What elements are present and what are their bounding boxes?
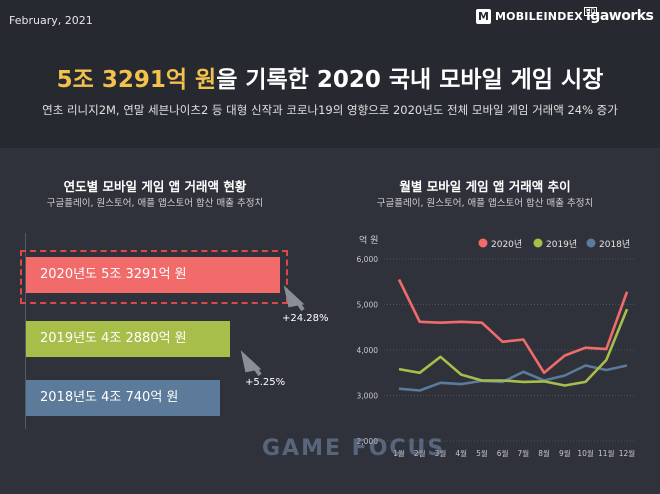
legend-marker xyxy=(586,238,596,248)
mobileindex-logo: M MOBILEINDEX HD xyxy=(476,7,598,24)
arrow-up-icon xyxy=(240,350,262,377)
y-tick-label: 2,000 xyxy=(357,437,379,446)
y-axis-unit-label: 억 원 xyxy=(359,234,378,246)
legend-label: 2018년 xyxy=(599,239,630,250)
legend-label: 2020년 xyxy=(491,239,522,250)
x-tick-label: 5월 xyxy=(476,448,488,458)
hd-badge: HD xyxy=(583,7,598,16)
x-tick-label: 11월 xyxy=(598,448,615,458)
monthly-chart-title: 월별 모바일 게임 앱 거래액 추이 xyxy=(399,179,571,194)
y-tick-label: 3,000 xyxy=(357,392,379,401)
x-tick-label: 10월 xyxy=(577,448,594,458)
x-tick-label: 4월 xyxy=(455,448,467,458)
growth-2020-label: +24.28% xyxy=(282,313,329,324)
bar-2018: 2018년도 4조 740억 원 xyxy=(26,380,220,416)
arrow-up-icon xyxy=(283,285,305,312)
legend-marker xyxy=(533,238,543,248)
series-line xyxy=(397,278,629,375)
x-tick-label: 2월 xyxy=(414,448,426,458)
subheadline: 연초 리니지2M, 연말 세븐나이츠2 등 대형 신작과 코로나19의 영향으로… xyxy=(42,103,618,117)
y-tick-label: 6,000 xyxy=(357,255,379,264)
annual-chart-axis xyxy=(25,233,26,429)
igaworks-logo: igaworks xyxy=(586,8,654,24)
headline: 5조 3291억 원을 기록한 2020 국내 모바일 게임 시장 xyxy=(0,60,660,94)
highlight-dashed-box xyxy=(20,250,288,304)
legend-label: 2019년 xyxy=(546,239,577,250)
y-tick-label: 4,000 xyxy=(357,346,379,355)
legend-marker xyxy=(478,238,488,248)
growth-2019-label: +5.25% xyxy=(245,377,286,388)
headline-rest: 을 기록한 2020 국내 모바일 게임 시장 xyxy=(216,67,604,93)
annual-chart-subtitle: 구글플레이, 원스토어, 애플 앱스토어 합산 매출 추정치 xyxy=(46,198,264,209)
monthly-chart-subtitle: 구글플레이, 원스토어, 애플 앱스토어 합산 매출 추정치 xyxy=(376,198,594,209)
headline-highlight: 5조 3291억 원 xyxy=(56,67,217,93)
report-date: February, 2021 xyxy=(9,14,93,27)
x-tick-label: 6월 xyxy=(497,448,509,458)
series-line xyxy=(398,308,629,387)
bar-2020: 2020년도 5조 3291억 원 xyxy=(26,257,280,293)
series-line xyxy=(398,364,628,392)
mobileindex-mark-icon: M xyxy=(476,9,491,24)
annual-chart-title: 연도별 모바일 게임 앱 거래액 현황 xyxy=(63,179,247,194)
x-tick-label: 9월 xyxy=(559,448,571,458)
mobileindex-wordmark: MOBILEINDEX xyxy=(495,10,583,23)
x-tick-label: 1월 xyxy=(393,448,405,458)
watermark-logo: GAME FOCUS xyxy=(262,436,446,461)
bar-2019: 2019년도 4조 2880억 원 xyxy=(26,321,230,357)
y-tick-label: 5,000 xyxy=(357,301,379,310)
x-tick-label: 3월 xyxy=(435,448,447,458)
x-tick-label: 7월 xyxy=(518,448,530,458)
x-tick-label: 12월 xyxy=(619,448,636,458)
header-band xyxy=(0,0,660,148)
x-tick-label: 8월 xyxy=(538,448,550,458)
